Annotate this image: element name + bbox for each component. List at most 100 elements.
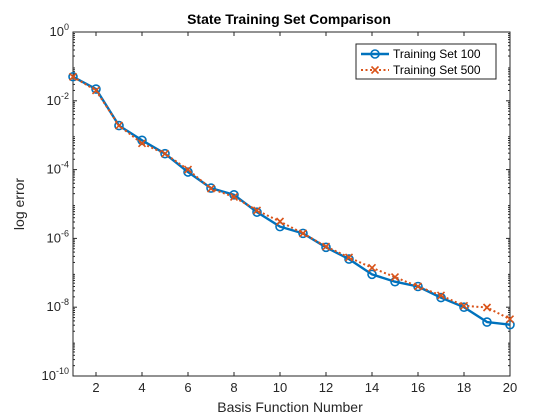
y-tick-label-exponent: 0 bbox=[64, 22, 69, 32]
data-point bbox=[206, 183, 216, 193]
plot-area bbox=[72, 31, 511, 377]
data-point bbox=[298, 229, 308, 238]
data-point bbox=[91, 86, 101, 95]
data-point bbox=[482, 317, 492, 327]
legend-label: Training Set 500 bbox=[393, 63, 481, 77]
marker-stroke bbox=[206, 184, 216, 193]
y-tick-label: 10-6 bbox=[47, 228, 69, 245]
y-tick-label: 10-8 bbox=[47, 297, 69, 314]
data-point bbox=[114, 121, 124, 130]
y-tick-label-exponent: -10 bbox=[56, 366, 69, 376]
marker-stroke bbox=[160, 149, 170, 158]
x-tick-label: 6 bbox=[184, 380, 191, 395]
data-point bbox=[413, 281, 423, 292]
marker-stroke bbox=[370, 65, 380, 75]
data-point bbox=[114, 120, 124, 131]
marker-stroke bbox=[114, 121, 124, 130]
data-point bbox=[183, 167, 193, 177]
x-tick-label: 18 bbox=[457, 380, 471, 395]
data-point bbox=[160, 148, 170, 159]
legend-label: Training Set 100 bbox=[393, 47, 481, 61]
series-line bbox=[72, 75, 511, 321]
data-point bbox=[252, 206, 262, 215]
x-tick-label: 4 bbox=[138, 380, 145, 395]
y-tick-label: 100 bbox=[50, 22, 69, 39]
data-point bbox=[68, 72, 78, 81]
y-tick-label-exponent: -4 bbox=[61, 160, 69, 170]
y-tick-label-base: 10 bbox=[47, 93, 61, 108]
y-tick-label: 10-10 bbox=[42, 366, 69, 383]
x-axis: 2 4 6 8 10 12 14 16 18 20 bbox=[92, 32, 517, 395]
data-point bbox=[505, 319, 515, 330]
data-point bbox=[413, 282, 423, 291]
data-point bbox=[390, 273, 400, 282]
legend-box bbox=[355, 43, 497, 80]
legend-entry: Training Set 500 bbox=[361, 63, 481, 77]
data-point bbox=[436, 291, 446, 300]
legend-entry: Training Set 100 bbox=[361, 47, 481, 61]
legend-marker bbox=[370, 49, 380, 59]
x-tick-label: 8 bbox=[230, 380, 237, 395]
data-point bbox=[367, 269, 377, 280]
marker-stroke bbox=[413, 282, 423, 291]
y-tick-label-exponent: -2 bbox=[61, 91, 69, 101]
data-point bbox=[344, 254, 354, 264]
marker-stroke bbox=[482, 303, 492, 312]
marker-stroke bbox=[321, 242, 331, 251]
legend-marker bbox=[370, 65, 380, 75]
data-point bbox=[367, 263, 377, 272]
data-point bbox=[482, 303, 492, 312]
y-tick-label-base: 10 bbox=[50, 24, 64, 39]
marker-stroke bbox=[390, 273, 400, 282]
marker-stroke bbox=[298, 229, 308, 238]
data-point bbox=[459, 301, 469, 310]
data-point bbox=[321, 242, 331, 253]
marker-stroke bbox=[344, 253, 354, 262]
series-1 bbox=[68, 71, 515, 330]
data-point bbox=[183, 165, 193, 174]
x-tick-label: 14 bbox=[365, 380, 379, 395]
data-point bbox=[137, 139, 147, 148]
marker-stroke bbox=[436, 291, 446, 300]
marker-stroke bbox=[68, 72, 78, 81]
y-tick-label-base: 10 bbox=[47, 162, 61, 177]
data-point bbox=[459, 302, 469, 313]
marker-stroke bbox=[367, 263, 377, 272]
y-tick-label-base: 10 bbox=[47, 230, 61, 245]
marker-stroke bbox=[137, 139, 147, 148]
marker-stroke bbox=[183, 165, 193, 174]
data-point bbox=[505, 315, 515, 324]
data-point bbox=[321, 242, 331, 251]
y-tick-label: 10-4 bbox=[47, 160, 69, 177]
marker-stroke bbox=[91, 86, 101, 95]
marker-stroke bbox=[229, 192, 239, 202]
y-tick-label-exponent: -8 bbox=[61, 297, 69, 307]
y-tick-label: 10-2 bbox=[47, 91, 69, 108]
y-tick-label-exponent: -6 bbox=[61, 228, 69, 238]
y-tick-label-base: 10 bbox=[47, 299, 61, 314]
data-point bbox=[344, 253, 354, 262]
data-point bbox=[298, 228, 308, 239]
data-point bbox=[160, 149, 170, 158]
marker-stroke bbox=[505, 315, 515, 324]
x-tick-label: 16 bbox=[411, 380, 425, 395]
series-layer bbox=[68, 71, 515, 330]
marker-stroke bbox=[459, 301, 469, 310]
y-tick-label-base: 10 bbox=[42, 368, 56, 383]
chart-title: State Training Set Comparison bbox=[187, 11, 391, 27]
x-tick-label: 10 bbox=[273, 380, 287, 395]
x-tick-label: 12 bbox=[319, 380, 333, 395]
data-point bbox=[229, 190, 239, 200]
x-axis-label: Basis Function Number bbox=[217, 399, 363, 415]
legend-entries: Training Set 100 Training Set 500 bbox=[361, 47, 481, 77]
marker-stroke bbox=[275, 217, 285, 226]
data-point bbox=[206, 184, 216, 193]
x-tick-label: 2 bbox=[92, 380, 99, 395]
series-2 bbox=[68, 72, 515, 324]
axes-box bbox=[72, 31, 511, 377]
data-point bbox=[252, 207, 262, 217]
data-point bbox=[275, 217, 285, 226]
